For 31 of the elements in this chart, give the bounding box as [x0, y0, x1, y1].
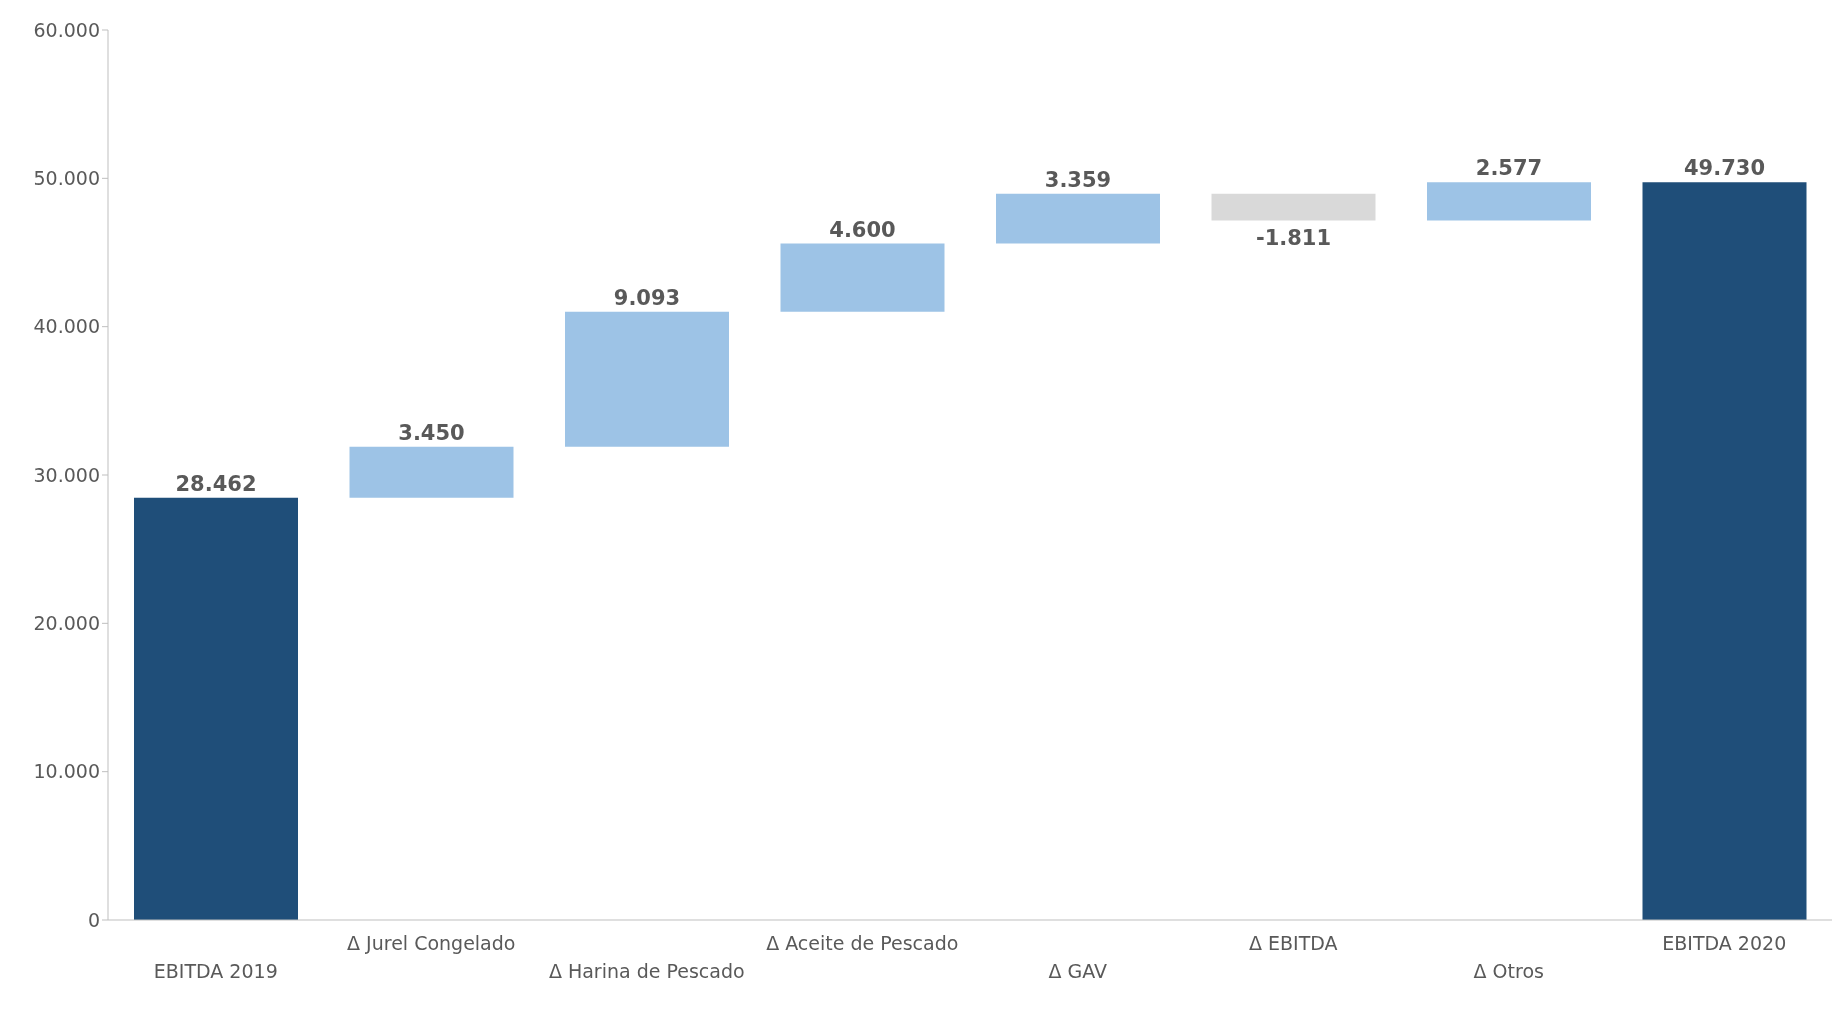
y-tick-label: 30.000 [33, 463, 100, 486]
x-tick-label: Δ GAV [1048, 960, 1108, 982]
x-tick-label: EBITDA 2020 [1662, 932, 1787, 954]
x-tick-label: Δ Jurel Congelado [347, 932, 516, 954]
data-label: 2.577 [1475, 156, 1543, 181]
bar [780, 243, 945, 312]
data-label: 49.730 [1683, 156, 1766, 181]
x-tick-label: Δ Otros [1473, 960, 1544, 982]
bar [1642, 182, 1807, 920]
bar [1427, 182, 1591, 221]
bar [1211, 193, 1376, 221]
data-label: -1.811 [1255, 225, 1332, 250]
data-label: 28.462 [175, 471, 257, 496]
y-tick-label: 20.000 [33, 612, 100, 635]
data-label: 3.359 [1044, 167, 1112, 192]
x-tick-label: Δ Harina de Pescado [548, 960, 745, 982]
y-tick-label: 40.000 [33, 315, 100, 338]
y-tick-label: 0 [87, 908, 100, 931]
y-tick-label: 60.000 [33, 18, 100, 41]
bar [134, 497, 298, 920]
y-tick-label: 50.000 [33, 167, 100, 190]
data-label: 4.600 [829, 217, 896, 242]
data-label: 9.093 [613, 285, 681, 310]
y-tick-label: 10.000 [33, 760, 100, 783]
bar [349, 446, 514, 498]
x-tick-label: Δ EBITDA [1248, 932, 1338, 954]
x-tick-label: Δ Aceite de Pescado [766, 932, 959, 954]
bar [996, 193, 1160, 244]
bar [565, 311, 729, 447]
data-label: 3.450 [398, 420, 465, 445]
x-tick-label: EBITDA 2019 [153, 960, 278, 982]
